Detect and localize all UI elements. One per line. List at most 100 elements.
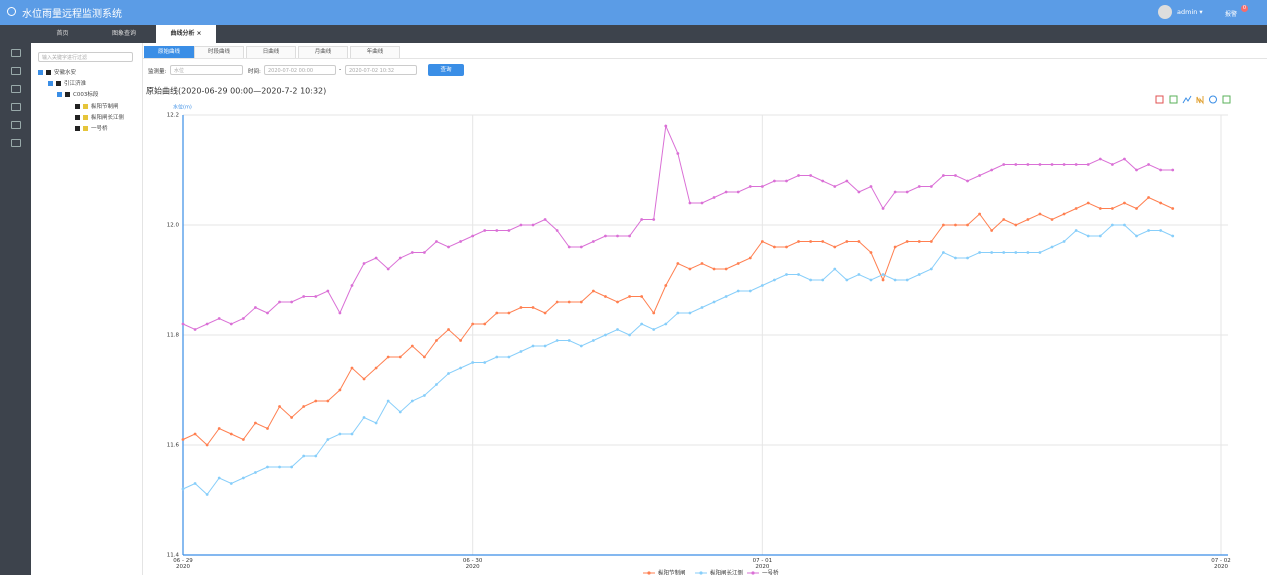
data-point [254,306,257,309]
tool-icon[interactable] [1209,95,1217,104]
data-point [1002,163,1006,166]
data-point [278,405,281,408]
data-point [797,273,800,276]
data-point [604,333,607,337]
data-point [881,273,885,276]
sub-tab[interactable]: 原始曲线 [144,46,194,59]
nav-icon[interactable] [11,67,21,75]
data-point [640,218,644,221]
data-point [640,295,644,298]
legend-label: 一号桥 [762,569,779,575]
data-point [410,399,414,403]
data-point [628,234,631,238]
data-point [809,174,813,177]
data-point [1086,201,1090,205]
data-point [362,416,366,419]
data-point [241,438,245,441]
data-point [290,416,294,419]
header: 水位雨量远程监测系统 admin ▾ 报警 0 [0,0,1267,25]
data-point [1135,168,1138,172]
tree-node[interactable]: 枞阳节制闸 [75,103,119,112]
data-point [966,179,969,183]
nav-icon[interactable] [11,139,21,147]
y-axis-label: 水位(m) [173,104,192,111]
data-point [628,333,631,337]
tool-icon[interactable] [1155,95,1164,104]
tree-node[interactable]: C003标段 [57,91,98,100]
data-point [447,245,450,249]
tree-node[interactable]: 安徽水安 [38,69,76,78]
data-point [314,399,318,403]
avatar[interactable] [1158,5,1172,19]
data-point [712,196,716,199]
start-time[interactable]: 2020-07-02 00:00 [264,65,336,75]
end-time[interactable]: 2020-07-02 10:32 [345,65,417,75]
tree-label: 枞阳闸长江侧 [91,115,125,121]
tab[interactable]: 首页 [56,30,69,37]
tree-node[interactable]: 枞阳闸长江侧 [75,114,124,123]
data-point [459,339,463,342]
data-point [1171,207,1175,210]
data-point [954,256,957,260]
tab[interactable]: 曲线分析 × [156,25,216,43]
nav-icon[interactable] [11,121,21,129]
data-point [326,399,330,403]
data-point [785,245,788,249]
data-point [905,240,909,243]
data-point [966,256,969,260]
x-tick-label: 06 - 30 2020 [463,558,483,570]
data-point [1135,207,1138,210]
tab[interactable]: 图象查询 [111,30,136,37]
y-tick-label: 12.0 [167,223,180,229]
tool-icon[interactable] [1182,95,1192,104]
data-point [1098,207,1102,210]
data-point [338,388,342,392]
nav-icon[interactable] [11,49,21,57]
tree-node[interactable]: 一号桥 [75,125,108,134]
data-point [543,344,547,348]
data-point [724,267,728,271]
data-point [579,300,583,304]
data-point [422,355,426,359]
query-button[interactable]: 查询 [428,64,464,76]
alarm[interactable]: 报警 [1225,11,1238,18]
nav-icon[interactable] [11,103,21,111]
data-point [1171,234,1175,238]
tool-icon[interactable] [1169,95,1178,104]
data-point [966,223,969,227]
tool-icon[interactable] [1222,95,1231,104]
data-point [410,251,414,254]
measure-select[interactable]: 水位 [170,65,243,75]
data-point [314,295,318,298]
data-point [507,355,511,359]
tool-icon[interactable] [1196,96,1204,105]
data-point [1050,163,1054,166]
sidebar [0,43,31,575]
data-point [893,245,897,249]
user-menu[interactable]: admin ▾ [1177,8,1203,16]
tree-search[interactable]: 输入关键字进行过滤 [38,52,133,62]
data-point [386,267,390,271]
data-point [845,179,849,183]
data-point [604,295,607,298]
data-point [362,377,366,381]
data-point [1086,234,1090,238]
nav-icon[interactable] [11,85,21,93]
data-point [736,262,740,265]
data-point [326,438,330,441]
data-point [724,295,728,298]
data-point [917,240,921,243]
y-tick-label: 11.4 [167,553,180,559]
tree-node[interactable]: 引江济淮 [48,80,86,89]
data-point [604,234,607,238]
data-point [217,317,221,320]
data-point [483,322,487,326]
data-point [809,240,813,243]
data-point [1074,229,1078,232]
data-point [181,438,185,441]
data-point [664,284,668,287]
tree-label: C003标段 [73,92,99,98]
data-point [326,289,330,293]
data-point [579,344,583,348]
